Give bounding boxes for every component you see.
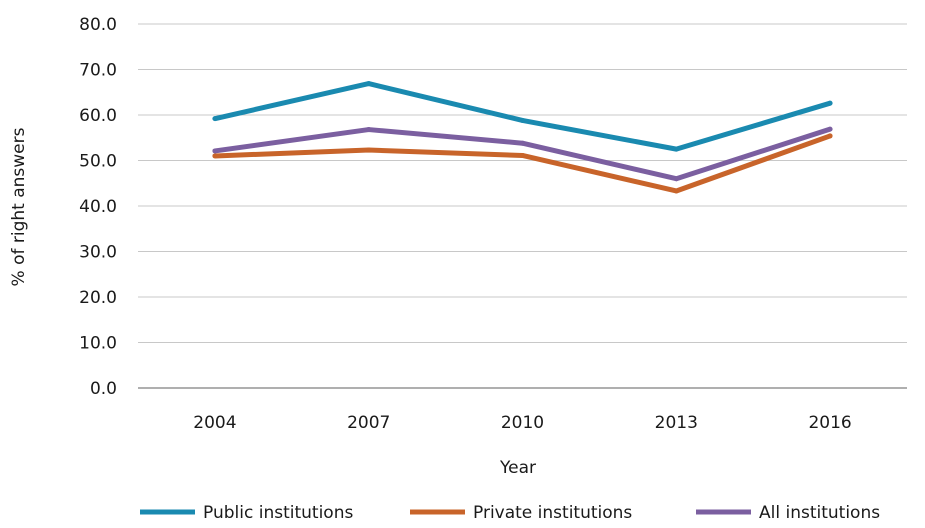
legend: Public institutions Private institutions A… <box>140 503 880 523</box>
data-point <box>673 176 679 182</box>
legend-label: Public institutions <box>203 503 353 523</box>
y-tick-label: 50.0 <box>79 152 117 172</box>
y-tick-label: 10.0 <box>79 334 117 354</box>
data-point <box>366 147 372 153</box>
y-tick-label: 30.0 <box>79 243 117 263</box>
y-tick-label: 70.0 <box>79 61 117 81</box>
x-tick-label: 2016 <box>808 413 851 433</box>
data-point <box>212 153 218 159</box>
y-tick-label: 0.0 <box>90 379 117 399</box>
data-point <box>366 81 372 87</box>
x-axis-title: Year <box>499 458 536 478</box>
x-tick-label: 2004 <box>193 413 236 433</box>
y-tick-label: 60.0 <box>79 106 117 126</box>
data-point <box>827 100 833 106</box>
y-axis-title: % of right answers <box>9 127 29 286</box>
x-tick-label: 2010 <box>501 413 544 433</box>
data-point <box>520 140 525 146</box>
y-tick-label: 80.0 <box>79 15 117 35</box>
series-lines <box>212 81 833 194</box>
data-point <box>827 126 833 132</box>
data-point <box>212 148 218 154</box>
x-tick-label: 2007 <box>347 413 390 433</box>
data-point <box>366 127 372 133</box>
data-point <box>827 133 833 139</box>
data-point <box>520 117 525 123</box>
data-point <box>520 152 525 158</box>
gridlines <box>138 23 907 389</box>
y-tick-label: 40.0 <box>79 197 117 217</box>
legend-label: All institutions <box>759 503 880 523</box>
y-tick-label: 20.0 <box>79 288 117 308</box>
x-tick-label: 2013 <box>655 413 698 433</box>
data-point <box>673 188 679 194</box>
data-point <box>673 146 679 152</box>
legend-label: Private institutions <box>473 503 632 523</box>
x-axis-ticks: 2004 2007 2010 2013 2016 <box>193 413 851 433</box>
data-point <box>212 116 218 122</box>
y-axis-ticks: 0.0 10.0 20.0 30.0 40.0 50.0 60.0 70.0 80.0 <box>79 15 117 399</box>
